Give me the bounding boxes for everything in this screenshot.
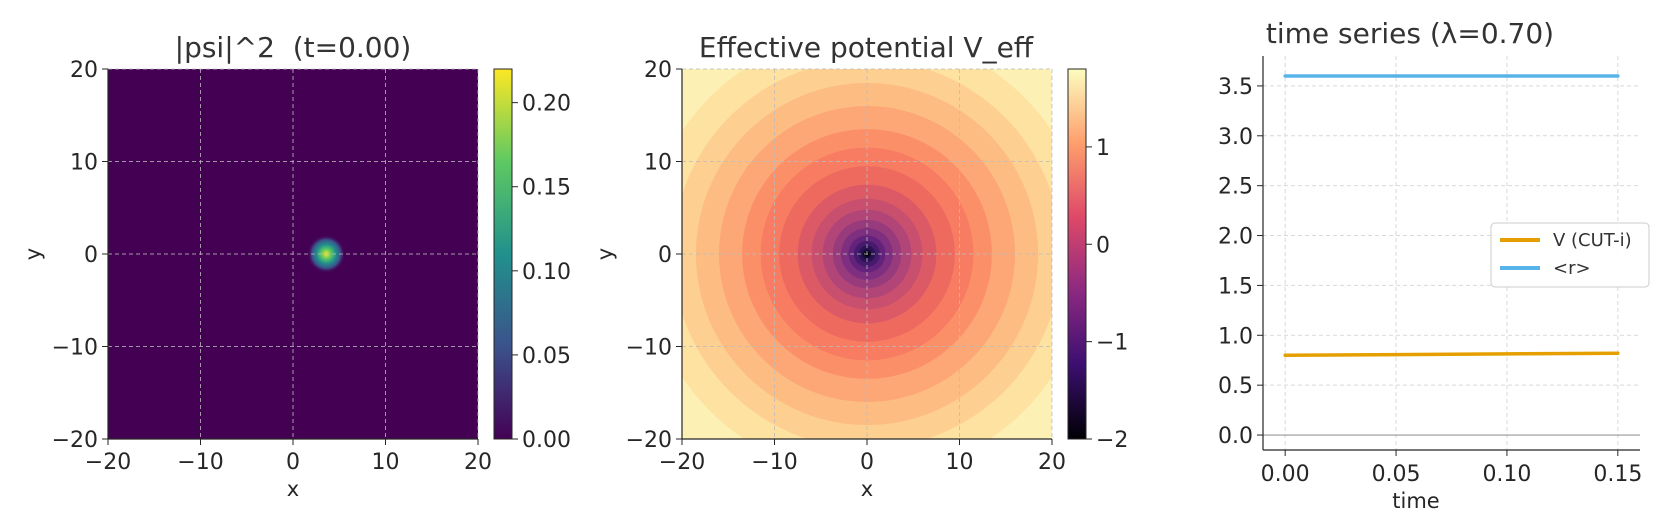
psi-ylabel: y	[21, 248, 45, 260]
y-tick-label: −20	[52, 428, 98, 453]
colorbar-tick-label: 1	[1096, 136, 1110, 161]
series-line-0	[1283, 351, 1620, 357]
psi-title: |psi|^2 (t=0.00)	[175, 31, 412, 64]
y-tick-label: 0.0	[1218, 424, 1253, 449]
colorbar-tick-label: 0.00	[522, 428, 571, 453]
x-tick-label: −20	[85, 450, 131, 475]
psi-xlabel: x	[287, 477, 299, 501]
veff-xlabel: x	[861, 477, 873, 501]
x-tick-label: −20	[659, 450, 705, 475]
y-tick-label: 0.5	[1218, 374, 1253, 399]
veff-ticks: −20−20 −10 −10 0 0 10 10 20 20	[626, 58, 1066, 475]
psi-colorbar-ticks: 0.00 0.05 0.10 0.15 0.20	[512, 92, 571, 453]
y-tick-label: 20	[70, 58, 98, 83]
timeseries-title: time series (λ=0.70)	[1266, 17, 1554, 50]
psi-colorbar	[493, 68, 513, 440]
psi-ticks: −20−20 −10 −10 0 0 10 10 20 20	[52, 58, 492, 475]
x-tick-label: 10	[946, 450, 974, 475]
colorbar-tick-label: 0.20	[522, 92, 571, 117]
colorbar-tick-label: −2	[1096, 428, 1128, 453]
colorbar-tick-label: 0	[1096, 233, 1110, 258]
timeseries-xlabel: time	[1392, 489, 1439, 513]
y-tick-label: 10	[70, 151, 98, 176]
veff-title: Effective potential V_eff	[699, 31, 1034, 64]
y-tick-label: −10	[626, 336, 672, 361]
colorbar-tick-label: 0.05	[522, 344, 571, 369]
y-tick-label: 2.0	[1218, 225, 1253, 250]
legend: V (CUT-i) <r>	[1490, 222, 1650, 288]
x-tick-label: 0.10	[1482, 462, 1531, 487]
x-tick-label: −10	[751, 450, 797, 475]
x-tick-label: 0	[860, 450, 874, 475]
y-tick-label: 0	[658, 243, 672, 268]
y-tick-label: −20	[626, 428, 672, 453]
x-tick-label: 0.15	[1593, 462, 1642, 487]
colorbar-tick-label: 0.10	[522, 260, 571, 285]
veff-colorbar-ticks: −2 −1 0 1	[1086, 136, 1128, 453]
y-tick-label: 3.0	[1218, 125, 1253, 150]
timeseries-lines	[1283, 74, 1620, 357]
legend-label-r: <r>	[1553, 258, 1591, 279]
veff-colorbar	[1067, 68, 1087, 440]
x-tick-label: 0.05	[1372, 462, 1421, 487]
y-tick-label: 1.0	[1218, 324, 1253, 349]
colorbar-tick-label: −1	[1096, 331, 1128, 356]
y-tick-label: 3.5	[1218, 75, 1253, 100]
timeseries-axes	[1262, 56, 1640, 451]
y-tick-label: 2.5	[1218, 175, 1253, 200]
y-tick-label: 0	[84, 243, 98, 268]
y-tick-label: −10	[52, 336, 98, 361]
veff-panel: Effective potential V_eff −20−20−10−1000…	[593, 31, 1128, 501]
legend-label-v: V (CUT-i)	[1553, 230, 1632, 251]
x-tick-label: 0.00	[1261, 462, 1310, 487]
y-tick-label: 10	[644, 151, 672, 176]
y-tick-label: 20	[644, 58, 672, 83]
psi-panel: |psi|^2 (t=0.00) −20−20−10−100010102020 …	[21, 31, 571, 501]
colorbar-tick-label: 0.15	[522, 176, 571, 201]
x-tick-label: 10	[372, 450, 400, 475]
y-tick-label: 1.5	[1218, 274, 1253, 299]
x-tick-label: 0	[286, 450, 300, 475]
x-tick-label: −10	[177, 450, 223, 475]
timeseries-panel: time series (λ=0.70) 0.00 0.05 0.10 0.150.0…	[1218, 17, 1650, 513]
veff-ylabel: y	[593, 248, 617, 260]
timeseries-ticks: 0.00 0.05 0.10 0.15 0.0 0.5 1.0 1.5 2.0 2.5 3.0 3.5	[1218, 75, 1642, 487]
x-tick-label: 20	[464, 450, 492, 475]
x-tick-label: 20	[1038, 450, 1066, 475]
